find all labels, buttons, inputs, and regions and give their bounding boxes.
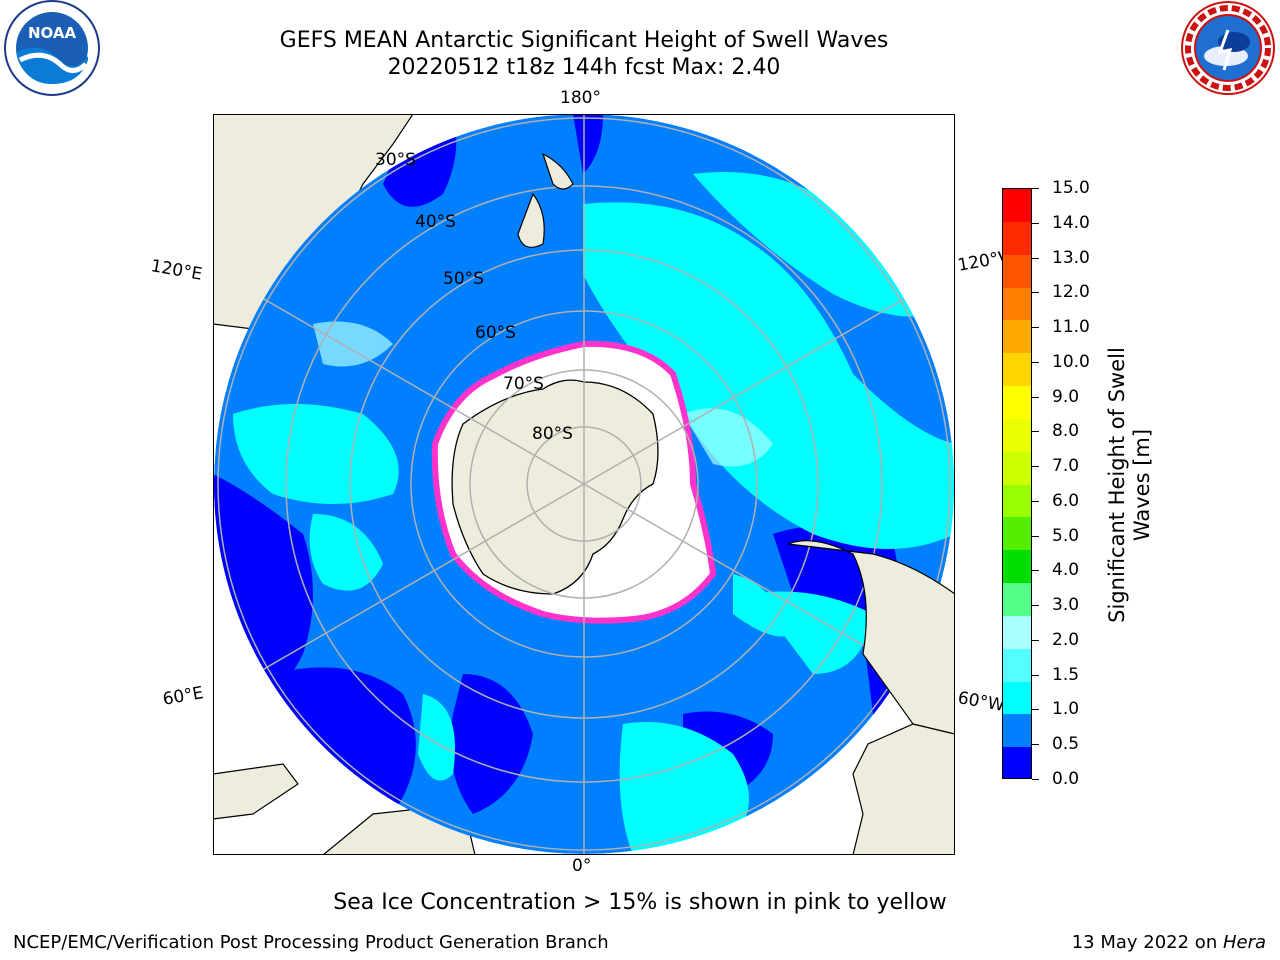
colorbar-segment <box>1003 386 1031 420</box>
colorbar-tick-label: 6.0 <box>1052 490 1080 511</box>
colorbar-tick <box>1032 327 1039 329</box>
colorbar-segment <box>1003 648 1031 683</box>
colorbar-segment <box>1003 320 1031 355</box>
colorbar-tick <box>1032 500 1039 502</box>
noaa-logo: NOAA <box>0 0 110 104</box>
outer-land <box>213 114 955 855</box>
footer-credit: NCEP/EMC/Verification Post Processing Pr… <box>13 932 609 953</box>
lat-label-50s: 50°S <box>443 269 484 289</box>
lat-label-80s: 80°S <box>532 424 573 444</box>
colorbar-title-line1: Significant Height of Swell <box>1105 347 1129 623</box>
colorbar <box>1002 188 1032 779</box>
colorbar-tick <box>1032 535 1039 537</box>
new-zealand-landmass <box>517 152 574 248</box>
colorbar-tick <box>1032 674 1039 676</box>
colorbar-tick-label: 2.0 <box>1052 629 1080 650</box>
colorbar-tick <box>1032 188 1039 189</box>
nws-logo <box>1176 0 1280 104</box>
swell-high-patches <box>233 172 954 854</box>
colorbar-tick-label: 13.0 <box>1052 247 1090 268</box>
colorbar-tick <box>1032 744 1039 746</box>
colorbar-tick-label: 14.0 <box>1052 212 1090 233</box>
footer-date-text: 13 May 2022 on <box>1071 932 1223 953</box>
colorbar-tick-label: 1.0 <box>1052 699 1080 720</box>
footer-host: Hera <box>1222 932 1266 953</box>
chart-subtitle: 20220512 t18z 144h fcst Max: 2.40 <box>387 55 781 80</box>
colorbar-segment <box>1003 583 1031 617</box>
lat-label-30s: 30°S <box>375 150 416 170</box>
colorbar-tick <box>1032 570 1039 572</box>
colorbar-tick-label: 15.0 <box>1052 178 1090 198</box>
sea-ice-note: Sea Ice Concentration > 15% is shown in … <box>333 890 947 915</box>
colorbar-tick <box>1032 466 1039 468</box>
lat-label-40s: 40°S <box>415 212 456 232</box>
colorbar-tick <box>1032 709 1039 711</box>
swell-highest-patches <box>313 321 773 467</box>
colorbar-tick-label: 0.0 <box>1052 769 1080 789</box>
colorbar-tick-label: 3.0 <box>1052 595 1080 616</box>
colorbar-tick-label: 4.0 <box>1052 560 1080 581</box>
colorbar-segment <box>1003 714 1031 749</box>
colorbar-segment <box>1003 517 1031 552</box>
colorbar-tick <box>1032 396 1039 398</box>
colorbar-title-line2: Waves [m] <box>1130 428 1154 542</box>
south-america-tip <box>787 540 955 735</box>
chart-title: GEFS MEAN Antarctic Significant Height o… <box>279 28 889 53</box>
colorbar-title: Significant Height of Swell Waves [m] <box>1105 275 1155 695</box>
lon-label-120e: 120°E <box>149 256 204 285</box>
colorbar-tick-label: 5.0 <box>1052 525 1080 546</box>
colorbar-tick <box>1032 605 1039 607</box>
lon-label-180: 180° <box>560 88 601 108</box>
polar-map <box>213 114 955 855</box>
colorbar-segment <box>1003 189 1031 223</box>
lon-label-60w: 60°W <box>956 688 1006 717</box>
colorbar-tick <box>1032 639 1039 641</box>
colorbar-tick <box>1032 431 1039 433</box>
colorbar-tick-label: 11.0 <box>1052 317 1090 338</box>
colorbar-segment <box>1003 484 1031 519</box>
antarctica-landmass <box>451 379 659 595</box>
colorbar-segment <box>1003 550 1031 584</box>
lon-label-0: 0° <box>572 856 592 876</box>
colorbar-segment <box>1003 747 1031 778</box>
colorbar-tick-label: 0.5 <box>1052 734 1080 755</box>
colorbar-tick <box>1032 292 1039 294</box>
colorbar-tick <box>1032 257 1039 259</box>
colorbar-tick-label: 10.0 <box>1052 351 1090 372</box>
colorbar-segment <box>1003 287 1031 322</box>
colorbar-segment <box>1003 418 1031 453</box>
colorbar-tick-label: 9.0 <box>1052 386 1080 407</box>
colorbar-tick-label: 12.0 <box>1052 282 1090 303</box>
colorbar-tick-label: 7.0 <box>1052 456 1080 477</box>
footer-date: 13 May 2022 on Hera <box>1072 932 1266 953</box>
colorbar-segment <box>1003 353 1031 387</box>
lat-label-60s: 60°S <box>475 323 516 343</box>
colorbar-tick <box>1032 222 1039 224</box>
colorbar-tick <box>1032 779 1039 780</box>
south-america-landmass <box>852 723 955 855</box>
map-panel <box>213 114 955 855</box>
noaa-logo-text: NOAA <box>28 24 77 42</box>
colorbar-segment <box>1003 451 1031 486</box>
colorbar-tick <box>1032 361 1039 363</box>
colorbar-segment <box>1003 615 1031 650</box>
madagascar-landmass <box>213 763 299 820</box>
lon-label-60e: 60°E <box>161 683 205 710</box>
colorbar-segment <box>1003 221 1031 256</box>
colorbar-tick-label: 1.5 <box>1052 664 1080 685</box>
colorbar-tick-label: 8.0 <box>1052 421 1080 442</box>
colorbar-segment <box>1003 254 1031 289</box>
colorbar-segment <box>1003 681 1031 716</box>
lat-label-70s: 70°S <box>503 374 544 394</box>
